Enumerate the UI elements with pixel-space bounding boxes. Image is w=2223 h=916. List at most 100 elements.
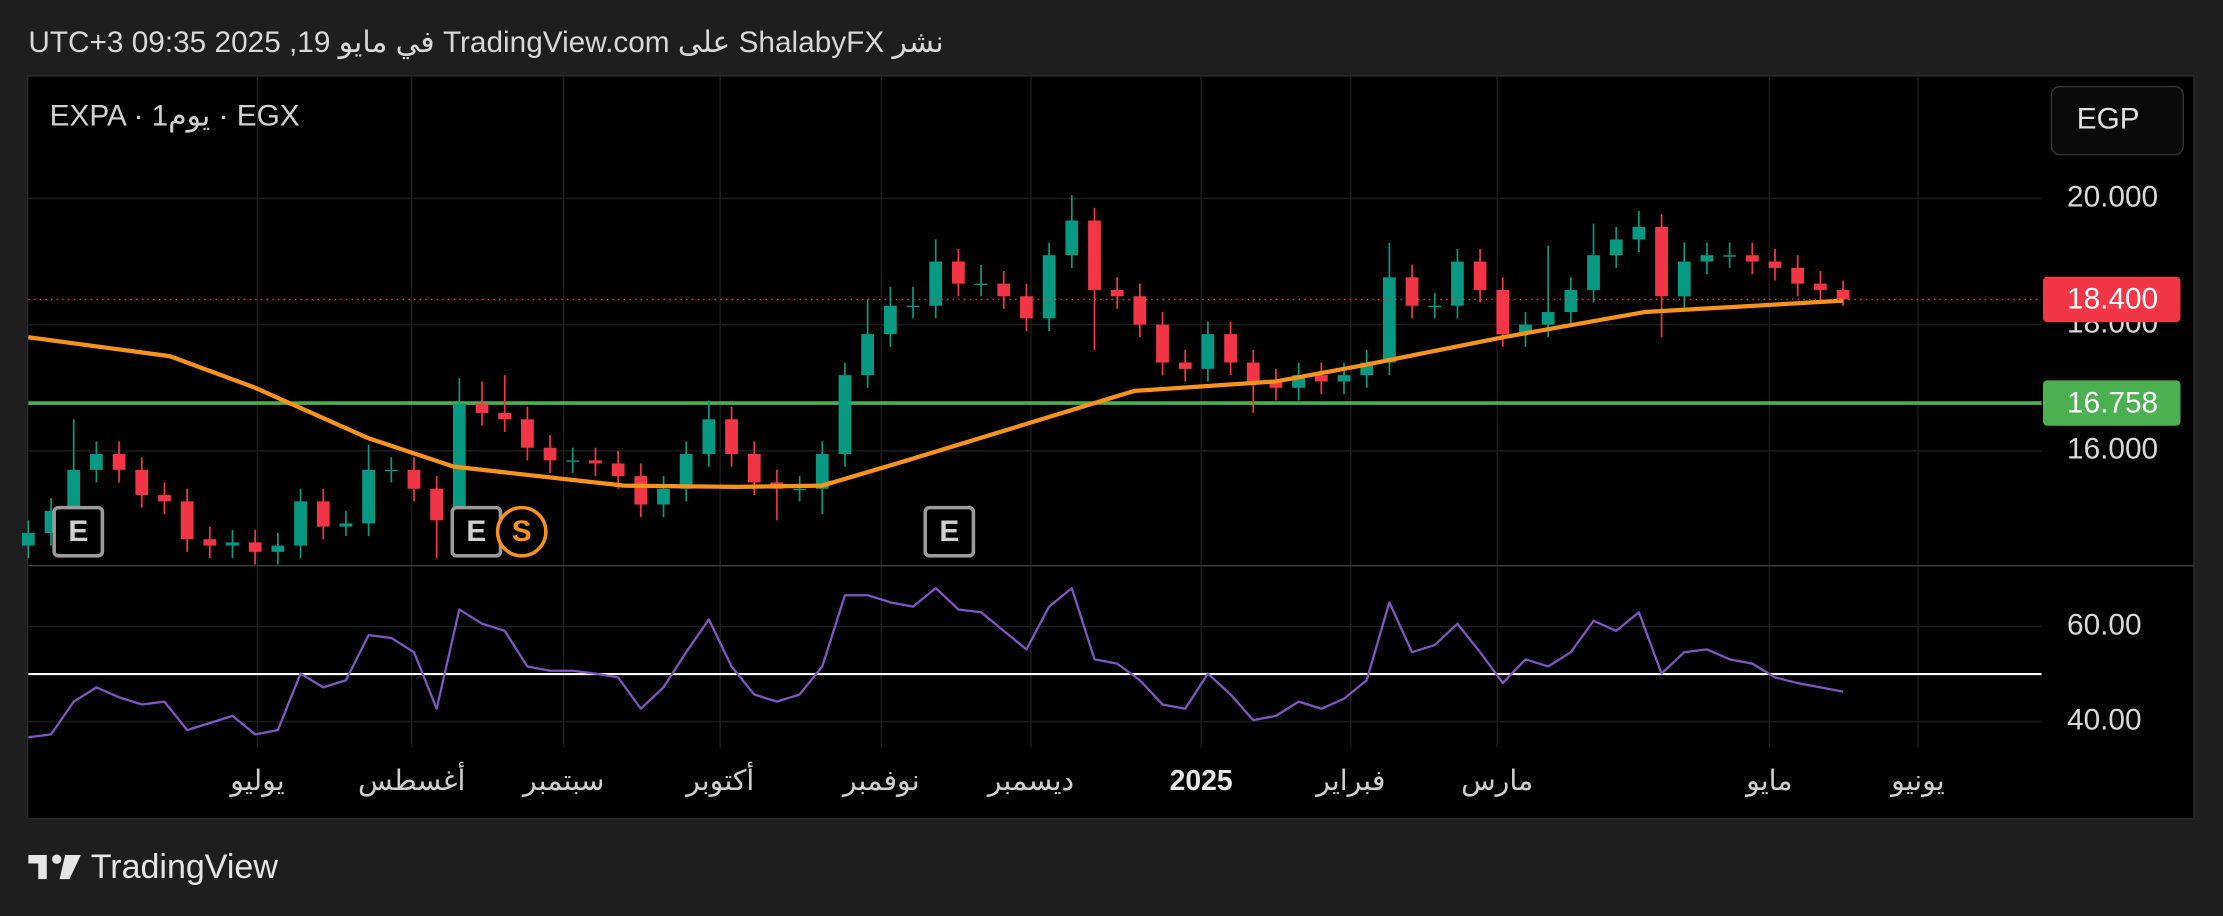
candle-body [1587, 255, 1600, 290]
candle-body [1677, 261, 1691, 297]
candle-body [271, 545, 285, 552]
candle-body [135, 469, 149, 496]
candle-body [1700, 255, 1714, 262]
currency-label[interactable]: EGP [2077, 102, 2140, 135]
event-marker [495, 505, 548, 558]
publish-note: نشر ShalabyFX على TradingView.com في ماي… [28, 26, 943, 60]
candle-body [1246, 362, 1260, 382]
candle-body [679, 454, 693, 489]
x-tick-label: يونيو [1889, 765, 1945, 797]
chart-frame [26, 75, 2195, 820]
candle-body [589, 460, 602, 464]
candle-body [1201, 334, 1215, 369]
symbol-title: EXPA · 1يوم · EGX [50, 100, 300, 133]
event-marker [52, 505, 105, 558]
candle-body [997, 283, 1011, 297]
candle-body [1473, 261, 1487, 290]
logo-mark [28, 854, 47, 880]
x-tick-label: نوفمبر [841, 765, 920, 797]
candle-body [294, 501, 307, 546]
brand-logo [28, 854, 81, 880]
candle-body [475, 403, 489, 414]
candle-body [339, 523, 353, 527]
x-tick-label: أكتوبر [684, 761, 754, 797]
candle-body [498, 413, 512, 420]
candle-body [1156, 324, 1169, 363]
candle-body [1269, 381, 1283, 388]
candle-body [521, 419, 534, 448]
candle-body [1564, 289, 1578, 313]
candle-body [430, 488, 444, 521]
chart-layers: يوليو أغسطس سبتمبر أكتوبر نوفمبر ديسمبر 2025 فب… [21, 76, 2195, 797]
last-price-badge [2042, 276, 2181, 323]
candle-body [747, 454, 761, 483]
moving-average [28, 298, 1844, 489]
y-tick-label: 40.00 [2067, 703, 2142, 736]
x-tick-label: مايو [1744, 765, 1792, 797]
candle-body [657, 488, 670, 505]
candle-body [793, 488, 806, 491]
x-tick-label: ديسمبر [986, 765, 1074, 797]
currency-button[interactable] [2050, 85, 2185, 156]
candle-body [974, 283, 988, 286]
x-tick-label: سبتمبر [521, 765, 604, 797]
candle-body [362, 469, 375, 524]
event-label: E [939, 515, 959, 548]
candle-body [815, 454, 829, 489]
candle-body [906, 305, 920, 308]
candle-body [1337, 375, 1351, 382]
candle-body [883, 305, 897, 335]
candle-body [1405, 277, 1419, 306]
event-marker [923, 505, 976, 558]
candle-body [702, 419, 716, 455]
level-label: 16.758 [2067, 386, 2158, 419]
last-price-label: 18.400 [2067, 283, 2158, 316]
brand-name: TradingView [91, 848, 279, 886]
candle-body [1110, 289, 1124, 297]
candle-body [566, 460, 580, 462]
x-tick-label: يوليو [228, 765, 284, 797]
level-badge [2042, 380, 2181, 426]
candle-body [67, 469, 81, 511]
candle-body [1836, 289, 1850, 300]
candle-body [611, 463, 625, 477]
event-label: E [466, 515, 486, 548]
y-tick-label: 16.000 [2067, 433, 2158, 466]
y-tick-label: 60.00 [2067, 608, 2142, 641]
candle-body [1496, 289, 1510, 335]
candle-body [316, 501, 330, 527]
x-tick-label: أغسطس [358, 761, 465, 797]
candle-body [1519, 324, 1532, 335]
candle-body [1723, 255, 1737, 257]
candle-body [112, 454, 126, 470]
logo-dot [52, 854, 62, 864]
candle-body [1791, 267, 1805, 284]
candle-body [952, 261, 965, 284]
event-label: E [68, 515, 88, 548]
candle-body [1609, 239, 1623, 256]
candle-body [1813, 283, 1827, 290]
candle-body [384, 469, 398, 472]
candle-body [452, 403, 466, 521]
x-tick-label: 2025 [1170, 765, 1233, 797]
candle-body [21, 532, 35, 546]
candle-body [180, 501, 194, 540]
candle-body [1020, 296, 1033, 319]
candle-body [158, 495, 171, 502]
candle-body [725, 419, 738, 455]
candle-body [1224, 334, 1237, 363]
candle-body [929, 261, 943, 306]
candle-body [90, 454, 103, 470]
candle-body [1632, 226, 1646, 240]
x-tick-label: مارس [1461, 765, 1533, 797]
candle-body [838, 375, 852, 455]
rsi-line [28, 586, 1844, 739]
candle-body [1745, 255, 1759, 262]
candle-body [634, 476, 648, 505]
candle-body [1541, 312, 1555, 325]
candle-body [1655, 226, 1668, 297]
candle-body [1042, 255, 1056, 319]
candle-body [248, 542, 262, 552]
